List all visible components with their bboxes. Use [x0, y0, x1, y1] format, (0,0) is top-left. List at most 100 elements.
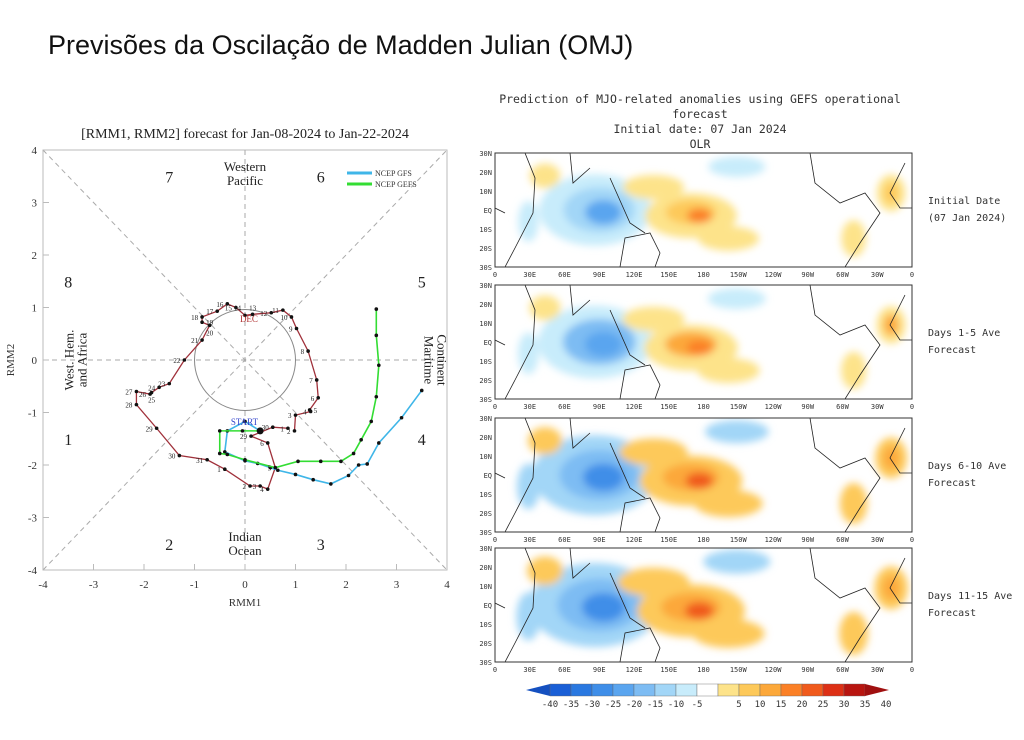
lon-tick-label: 30E: [523, 536, 536, 544]
phase-label: 8: [64, 274, 72, 291]
lat-tick-label: EQ: [484, 472, 492, 480]
lon-tick-label: 0: [493, 403, 497, 411]
panel-label: Forecast: [928, 345, 976, 356]
anomaly-blob: [527, 556, 564, 586]
unit-circle: [194, 309, 296, 411]
region-label-west-hem-africa: West. Hem.: [61, 330, 76, 391]
colorbar-label: 15: [776, 700, 787, 710]
day-label: 20: [206, 329, 214, 337]
colorbar-label: 35: [860, 700, 871, 710]
y-tick-label: 1: [32, 303, 38, 315]
data-point: [399, 415, 404, 420]
anomaly-blob: [704, 420, 769, 444]
colorbar-low-arrow: [526, 684, 550, 696]
lon-tick-label: 90W: [801, 666, 814, 674]
day-label: 1: [280, 425, 284, 433]
data-point: [265, 441, 270, 445]
colorbar-box: [612, 683, 635, 697]
anomaly-field: [516, 549, 908, 656]
coast-west-africa: [889, 294, 912, 341]
lon-tick-label: 150W: [730, 536, 748, 544]
lat-tick-label: 30N: [479, 282, 492, 290]
y-tick-label: -3: [28, 513, 38, 525]
coast-australia: [619, 627, 661, 662]
x-tick-label: 3: [394, 579, 400, 591]
lat-tick-label: 10N: [479, 320, 492, 328]
colorbar-box: [570, 683, 593, 697]
lon-tick-label: 60W: [836, 271, 849, 279]
data-point: [365, 462, 370, 466]
panel-label: Forecast: [928, 608, 976, 619]
day-label: 16: [216, 301, 224, 309]
coast-africa: [495, 285, 536, 399]
data-point: [374, 394, 379, 399]
data-point: [351, 451, 356, 456]
lon-tick-label: 120E: [626, 403, 643, 411]
coast-africa: [495, 153, 536, 267]
colorbar-label: -5: [692, 700, 703, 710]
day-label: 27: [125, 389, 133, 397]
coast-west-africa: [889, 427, 912, 474]
dec-annotation: DEC: [240, 314, 258, 324]
lon-tick-label: 90E: [593, 666, 606, 674]
data-point: [294, 326, 299, 331]
anomaly-blob: [841, 351, 867, 390]
data-point: [329, 482, 333, 486]
colorbar-high-arrow: [865, 684, 889, 696]
day-label: 28: [125, 402, 133, 410]
data-point: [243, 457, 247, 462]
lon-tick-label: 90W: [801, 271, 814, 279]
data-point: [134, 389, 139, 394]
day-label: 30: [168, 453, 176, 461]
slide-title: Previsões da Oscilação de Madden Julian …: [48, 30, 634, 60]
anomaly-blob: [622, 174, 685, 200]
anomaly-blob: [884, 182, 899, 204]
lon-tick-label: 150W: [730, 666, 748, 674]
start-point: [256, 427, 264, 435]
map-frame: [494, 417, 913, 533]
data-point: [148, 392, 152, 396]
data-point: [258, 484, 262, 488]
data-point: [249, 434, 253, 438]
data-point: [307, 408, 312, 412]
lon-tick-label: 180: [697, 271, 710, 279]
lon-tick-label: 150W: [730, 403, 748, 411]
day-label: 5: [314, 407, 318, 415]
map-frame: [494, 547, 913, 663]
lon-tick-label: 90W: [801, 536, 814, 544]
lon-tick-label: 0: [493, 666, 497, 674]
lon-tick-label: 60W: [836, 666, 849, 674]
lon-tick-label: 60W: [836, 536, 849, 544]
lon-tick-label: 150E: [660, 536, 677, 544]
legend-label: NCEP GFS: [375, 169, 412, 178]
lon-tick-label: 90W: [801, 403, 814, 411]
phase-label: 4: [418, 432, 426, 449]
lon-tick-label: 90E: [593, 271, 606, 279]
day-label: 13: [249, 304, 257, 312]
panel-label: Initial Date: [928, 196, 1000, 207]
lon-tick-label: 150E: [660, 666, 677, 674]
x-tick-label: 1: [293, 579, 299, 591]
day-label: 17: [206, 308, 214, 316]
lon-tick-label: 60E: [558, 536, 571, 544]
y-axis-label: RMM2: [5, 344, 17, 376]
lon-tick-label: 0: [910, 666, 914, 674]
lon-tick-label: 30E: [523, 666, 536, 674]
anomaly-blob: [697, 226, 760, 251]
anomaly-blob: [694, 489, 763, 518]
colorbar-label: 10: [755, 700, 766, 710]
panel-label: (07 Jan 2024): [928, 213, 1006, 224]
region-label-maritime-continent: Continent: [434, 334, 449, 386]
data-point: [377, 363, 381, 368]
lat-tick-label: 30S: [479, 529, 492, 537]
lon-tick-label: 180: [697, 403, 710, 411]
day-label: 10: [280, 314, 288, 322]
x-tick-label: 0: [242, 579, 248, 591]
lon-tick-label: 120E: [626, 666, 643, 674]
day-label: 4: [260, 486, 264, 494]
day-label: 8: [301, 348, 305, 356]
lon-tick-label: 120W: [765, 666, 783, 674]
data-point: [215, 309, 220, 313]
anomaly-blob: [883, 446, 900, 470]
